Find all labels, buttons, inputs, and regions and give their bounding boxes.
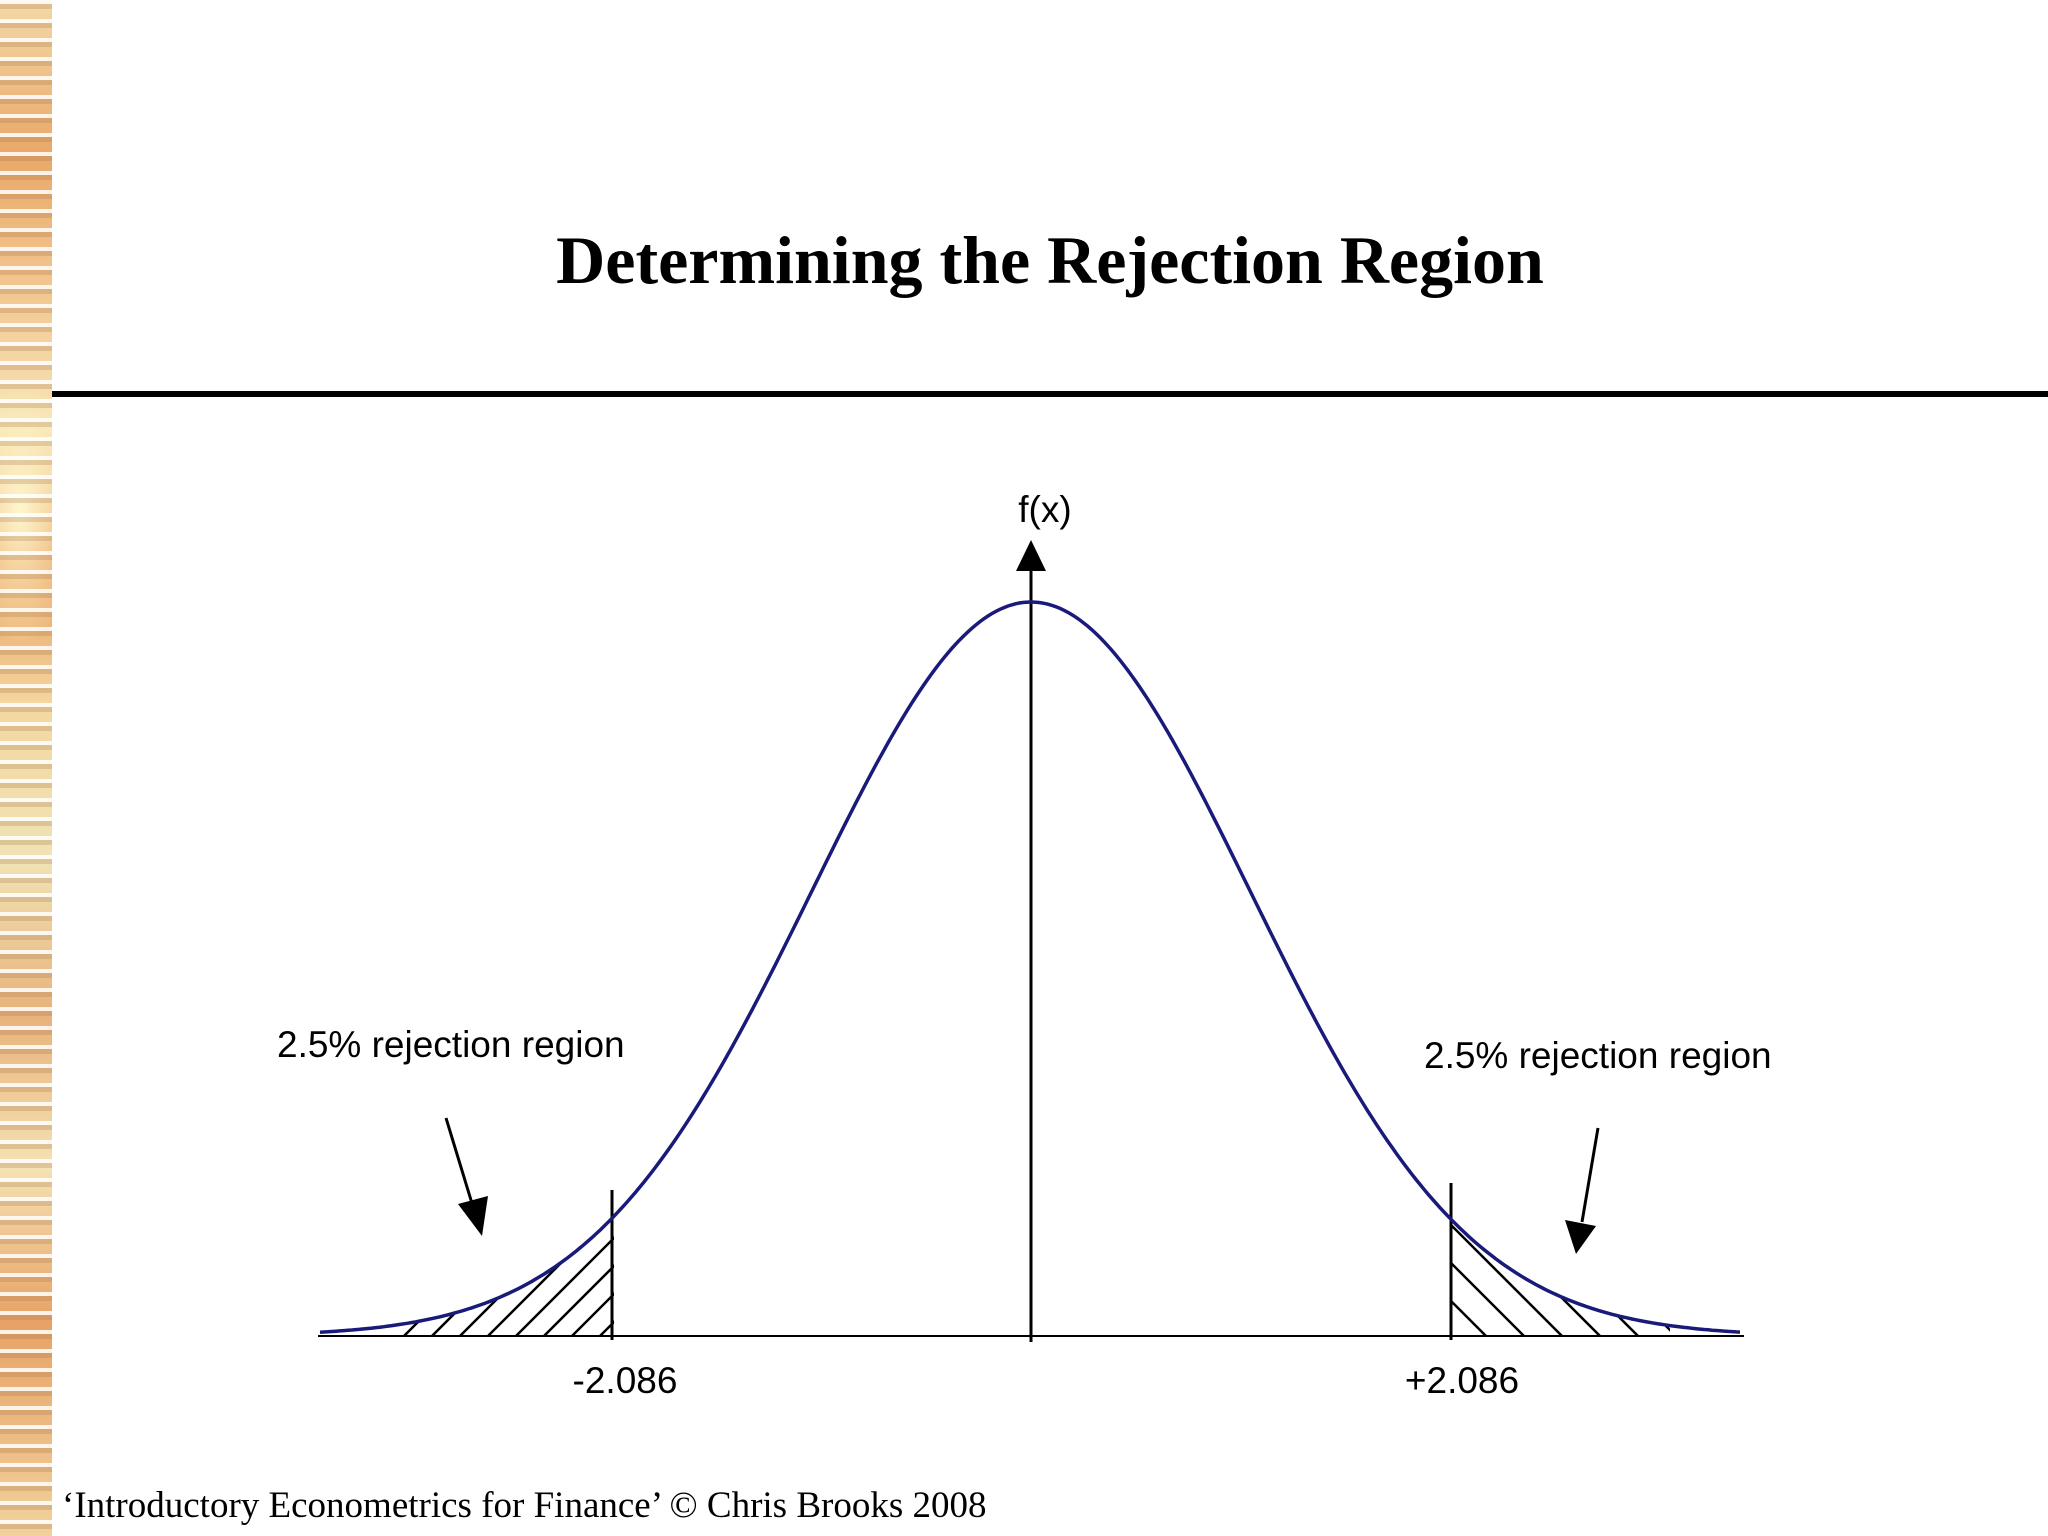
- right-hatch-line: [1451, 1219, 1491, 1336]
- left-critical-value-label: -2.086: [573, 1360, 678, 1401]
- title-rule: [52, 391, 2048, 397]
- left-hatch-line: [595, 1216, 614, 1336]
- left-arrow-head: [458, 1196, 488, 1236]
- right-critical-value-label: +2.086: [1405, 1360, 1519, 1401]
- right-hatch-line: [1451, 1219, 1529, 1336]
- right-region-label: 2.5% rejection region: [1424, 1035, 1772, 1076]
- left-hatch-line: [539, 1216, 614, 1336]
- slide-footer: ‘Introductory Econometrics for Finance’ …: [62, 1485, 987, 1526]
- left-hatch-line: [399, 1216, 614, 1336]
- left-hatch-line: [511, 1216, 614, 1336]
- y-axis-label: f(x): [1018, 489, 1071, 530]
- left-hatch-line: [455, 1216, 614, 1336]
- left-hatch-line: [427, 1216, 614, 1336]
- right-hatch-line: [1593, 1219, 1670, 1336]
- right-hatch-line: [1517, 1219, 1670, 1336]
- slide-title: Determining the Rejection Region: [556, 222, 1544, 298]
- y-axis-arrowhead: [1016, 540, 1046, 571]
- right-hatch-line: [1451, 1219, 1567, 1336]
- left-hatch-line: [483, 1216, 614, 1336]
- density-curve: [319, 600, 1741, 1334]
- right-arrow-shaft: [1580, 1127, 1600, 1223]
- strip-stripes: [0, 0, 52, 1536]
- left-hatch-line: [567, 1216, 614, 1336]
- left-region-label: 2.5% rejection region: [277, 1024, 625, 1065]
- decorative-side-strip: [0, 0, 52, 1536]
- left-hatch-line: [624, 1120, 844, 1340]
- left-rejection-hatching: [399, 1120, 844, 1340]
- left-arrow-shaft: [444, 1117, 476, 1211]
- right-rejection-hatching: [1451, 1219, 1670, 1336]
- right-arrow-head: [1565, 1220, 1596, 1254]
